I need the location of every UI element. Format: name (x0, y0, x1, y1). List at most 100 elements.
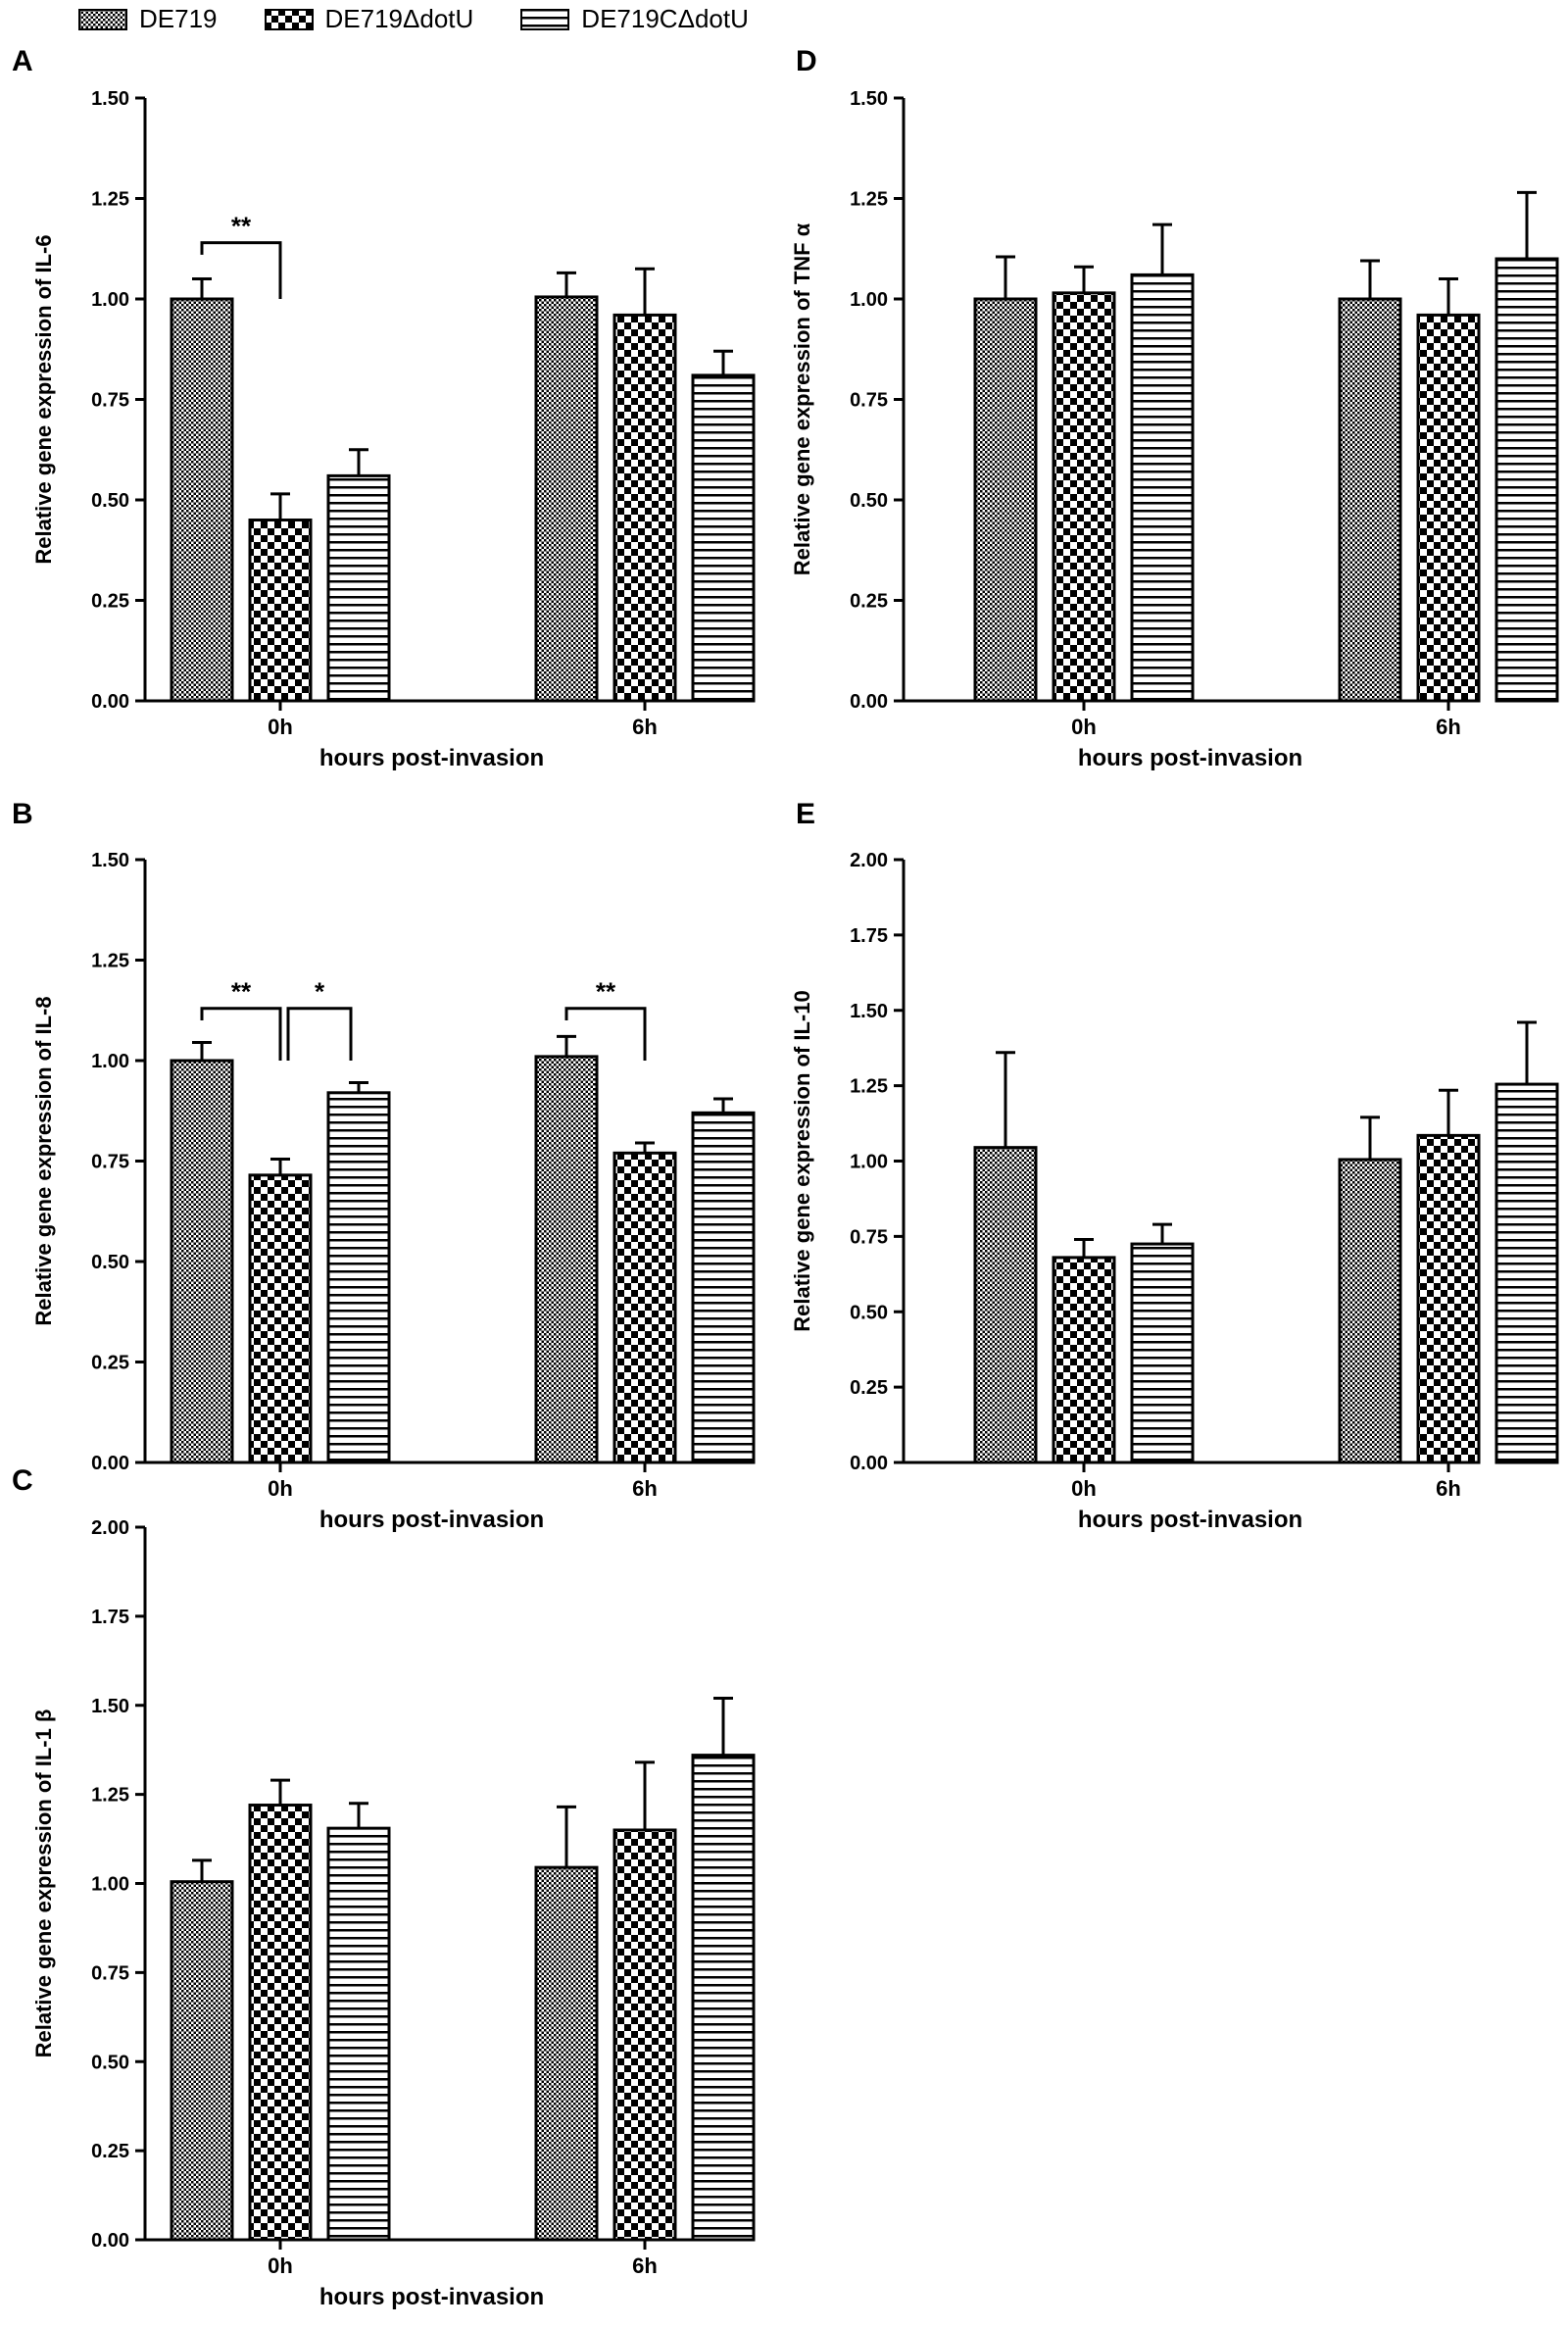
y-tick-label: 1.00 (850, 1152, 888, 1173)
legend-label: DE719ΔdotU (324, 4, 474, 33)
significance-label: ** (231, 212, 252, 241)
legend-item-de719c-dotu: DE719CΔdotU (520, 4, 749, 34)
panel-b: B 0.00 0.25 0.50 0.75 1.00 1.25 1.50 Relative ge… (12, 798, 756, 1533)
y-axis-label: Relative gene expression of IL-1 β (31, 1709, 56, 2058)
x-tick-label: 6h (1436, 715, 1461, 739)
bar-de719 (534, 295, 599, 703)
y-tick-label: 1.50 (91, 850, 129, 871)
legend: DE719 DE719ΔdotU DE719CΔdotU (78, 4, 749, 34)
bar-de719δdotu (1416, 1133, 1481, 1464)
y-tick-label: 1.25 (91, 189, 129, 211)
bar-de719cδdotu (1130, 1242, 1195, 1464)
panel-d: D 0.00 0.25 0.50 0.75 1.00 1.25 1.50 Relative ge… (790, 45, 1559, 771)
bar-de719δdotu (1416, 313, 1481, 703)
y-tick-label: 0.50 (91, 1252, 129, 1273)
y-tick-label: 0.50 (850, 1302, 888, 1323)
legend-label: DE719CΔdotU (581, 4, 749, 33)
y-tick-label: 1.50 (850, 1001, 888, 1022)
bar-de719cδdotu (691, 1754, 756, 2242)
y-tick-label: 0.00 (91, 1453, 129, 1474)
y-tick-label: 0.75 (91, 1152, 129, 1173)
x-tick-label: 0h (1071, 1476, 1097, 1501)
legend-item-de719-dotu: DE719ΔdotU (264, 4, 474, 34)
y-tick-label: 1.25 (91, 1785, 129, 1807)
bar-de719cδdotu (691, 1111, 756, 1464)
x-tick-label: 6h (632, 715, 658, 739)
bar-de719δdotu (248, 1804, 313, 2242)
bar-de719 (170, 297, 234, 703)
y-tick-label: 0.75 (850, 1226, 888, 1248)
legend-swatch-checker (264, 8, 314, 30)
y-tick-label: 2.00 (91, 1517, 129, 1539)
significance-bracket (200, 241, 282, 299)
bar-de719δdotu (1052, 1256, 1116, 1464)
y-axis-label: Relative gene expression of IL-6 (31, 234, 56, 564)
y-tick-label: 0.75 (91, 390, 129, 412)
y-tick-label: 0.00 (850, 691, 888, 713)
bar-de719cδdotu (1494, 257, 1559, 703)
x-tick-label: 6h (632, 1476, 658, 1501)
y-tick-label: 1.00 (91, 1051, 129, 1072)
x-axis-label: hours post-invasion (319, 1507, 544, 1533)
bar-de719δdotu (612, 1151, 677, 1464)
y-tick-label: 0.25 (91, 591, 129, 613)
panel-label: C (12, 1464, 33, 1497)
y-tick-label: 1.75 (850, 925, 888, 947)
bar-de719 (534, 1865, 599, 2242)
bar-de719cδdotu (691, 373, 756, 703)
y-tick-label: 0.50 (850, 490, 888, 512)
bar-de719δdotu (612, 313, 677, 703)
panel-label: A (12, 45, 33, 77)
y-tick-label: 1.50 (850, 88, 888, 110)
bar-de719 (1338, 1158, 1402, 1464)
y-tick-label: 0.75 (850, 390, 888, 412)
bar-de719cδdotu (1130, 272, 1195, 703)
y-tick-label: 1.50 (91, 1696, 129, 1717)
x-tick-label: 0h (268, 1476, 293, 1501)
y-tick-label: 0.00 (91, 2230, 129, 2252)
x-axis-label: hours post-invasion (319, 2284, 544, 2310)
y-tick-label: 0.25 (850, 1377, 888, 1399)
bar-de719 (973, 1146, 1038, 1464)
significance-label: ** (231, 977, 252, 1007)
y-tick-label: 0.50 (91, 2052, 129, 2073)
bar-de719 (170, 1880, 234, 2242)
significance-bracket (564, 1007, 647, 1061)
legend-swatch-dotted (78, 8, 127, 30)
x-axis-label: hours post-invasion (319, 745, 544, 771)
y-tick-label: 2.00 (850, 850, 888, 871)
bar-de719 (170, 1059, 234, 1464)
y-tick-label: 0.25 (91, 1353, 129, 1374)
y-tick-label: 1.00 (91, 1874, 129, 1896)
bar-de719cδdotu (1494, 1082, 1559, 1464)
y-tick-label: 1.25 (850, 189, 888, 211)
panel-c: C 0.00 0.25 0.50 0.75 1.00 1.25 1.50 1.75 2.00 Rel… (12, 1464, 756, 2310)
y-tick-label: 1.00 (850, 289, 888, 311)
chart-panels: A 0.00 0.25 0.50 0.75 1.00 1.25 1.50 Relative ge… (12, 45, 1559, 2310)
x-tick-label: 6h (1436, 1476, 1461, 1501)
y-tick-label: 0.25 (850, 591, 888, 613)
x-tick-label: 0h (268, 2254, 293, 2278)
y-tick-label: 0.25 (91, 2141, 129, 2162)
y-tick-label: 1.25 (850, 1076, 888, 1098)
y-tick-label: 0.00 (850, 1453, 888, 1474)
panel-label: E (796, 798, 815, 830)
significance-bracket (286, 1007, 353, 1061)
x-axis-label: hours post-invasion (1078, 745, 1302, 771)
bar-de719 (973, 297, 1038, 703)
x-tick-label: 0h (268, 715, 293, 739)
bar-de719δdotu (612, 1828, 677, 2242)
x-tick-label: 0h (1071, 715, 1097, 739)
bar-de719δdotu (248, 1173, 313, 1464)
x-axis-label: hours post-invasion (1078, 1507, 1302, 1533)
bar-de719cδdotu (326, 473, 391, 703)
y-tick-label: 1.25 (91, 951, 129, 972)
y-tick-label: 0.00 (91, 691, 129, 713)
bar-de719δdotu (1052, 291, 1116, 703)
legend-item-de719: DE719 (78, 4, 218, 34)
legend-swatch-hlines (520, 8, 570, 30)
y-tick-label: 0.50 (91, 490, 129, 512)
y-tick-label: 1.50 (91, 88, 129, 110)
x-tick-label: 6h (632, 2254, 658, 2278)
